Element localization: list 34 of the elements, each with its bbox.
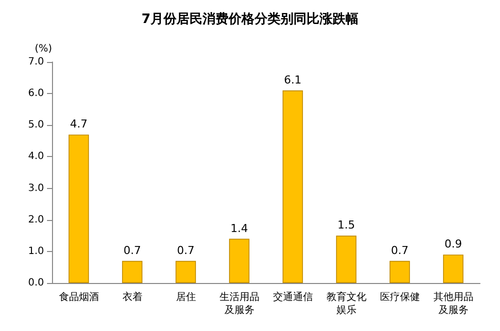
x-tick-label: 衣着 bbox=[122, 291, 142, 303]
y-axis-title: (%) bbox=[34, 44, 52, 54]
data-label: 0.7 bbox=[177, 244, 194, 257]
bar bbox=[443, 254, 464, 283]
y-tick-label: 2.0 bbox=[28, 214, 44, 226]
data-label: 0.9 bbox=[444, 238, 462, 251]
x-tick-label: 其他用品及服务 bbox=[433, 291, 474, 316]
bar bbox=[390, 260, 410, 283]
y-tick-label: 3.0 bbox=[28, 182, 44, 194]
y-tick-label: 5.0 bbox=[28, 120, 44, 131]
y-tick-label: 1.0 bbox=[28, 246, 44, 257]
bar bbox=[122, 260, 142, 283]
data-label: 1.5 bbox=[338, 218, 355, 232]
bar bbox=[68, 134, 89, 283]
bar bbox=[336, 236, 356, 283]
x-tick-label: 交通通信 bbox=[272, 291, 313, 303]
y-tick-label: 7.0 bbox=[28, 56, 44, 68]
data-label: 4.7 bbox=[70, 118, 88, 131]
bar bbox=[229, 238, 250, 283]
bar bbox=[176, 260, 196, 283]
bar bbox=[282, 90, 303, 283]
y-tick-label: 0.0 bbox=[28, 278, 44, 288]
data-label: 6.1 bbox=[284, 73, 302, 86]
chart-title: 7月份居民消费价格分类别同比涨跌幅 bbox=[141, 12, 359, 27]
x-tick-label: 生活用品及服务 bbox=[219, 291, 260, 316]
data-label: 1.4 bbox=[230, 222, 248, 235]
data-label: 0.7 bbox=[124, 244, 141, 257]
x-tick-label: 居住 bbox=[176, 292, 196, 303]
x-tick-label: 医疗保健 bbox=[380, 291, 420, 303]
y-tick-label: 4.0 bbox=[28, 151, 44, 162]
y-tick-label: 6.0 bbox=[28, 88, 44, 100]
x-tick-label: 教育文化娱乐 bbox=[326, 291, 366, 316]
data-label: 0.7 bbox=[391, 244, 408, 257]
x-tick-label: 食品烟酒 bbox=[58, 291, 99, 303]
